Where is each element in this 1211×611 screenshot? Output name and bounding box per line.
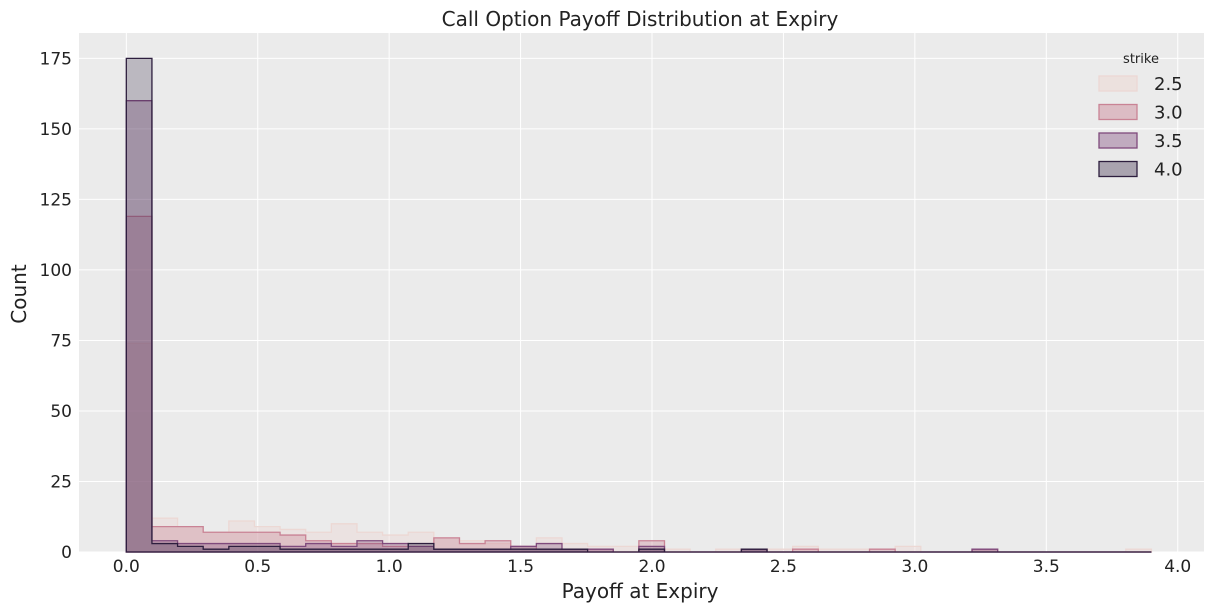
y-tick-label: 50 xyxy=(50,402,72,422)
legend-label-4.0: 4.0 xyxy=(1154,160,1183,181)
legend-swatch-4.0 xyxy=(1098,160,1138,178)
x-tick-label: 3.0 xyxy=(901,557,928,577)
x-tick-label: 2.5 xyxy=(770,557,797,577)
y-tick-label: 0 xyxy=(61,543,72,563)
x-tick-label: 0.0 xyxy=(113,557,140,577)
plot-background xyxy=(79,33,1204,552)
y-tick-label: 25 xyxy=(50,472,72,492)
histogram-bars xyxy=(125,57,1153,553)
legend-label-3.0: 3.0 xyxy=(1154,103,1183,124)
x-tick-label: 4.0 xyxy=(1164,557,1191,577)
y-tick-label: 75 xyxy=(50,331,72,351)
chart-title: Call Option Payoff Distribution at Expir… xyxy=(442,7,839,31)
y-tick-label: 125 xyxy=(40,190,72,210)
legend-swatch-3.0 xyxy=(1098,103,1138,121)
legend-title: strike xyxy=(1123,52,1159,67)
legend-swatch-2.5 xyxy=(1098,75,1138,92)
y-axis-title: Count xyxy=(7,264,31,324)
legend-swatch-3.5 xyxy=(1098,132,1138,149)
legend: strike 2.5 3.0 3.5 4.0 xyxy=(1098,52,1183,181)
x-tick-label: 3.5 xyxy=(1033,557,1060,577)
legend-label-2.5: 2.5 xyxy=(1154,74,1183,95)
x-axis-ticks: 0.0 0.5 1.0 1.5 2.0 2.5 3.0 3.5 4.0 xyxy=(113,557,1191,577)
y-tick-label: 175 xyxy=(40,49,72,69)
x-tick-label: 0.5 xyxy=(244,557,271,577)
histogram-step-outline xyxy=(125,57,1152,553)
x-tick-label: 1.0 xyxy=(376,557,403,577)
legend-label-3.5: 3.5 xyxy=(1154,131,1183,152)
series-4.0 xyxy=(125,57,1152,553)
x-tick-label: 2.0 xyxy=(638,557,665,577)
y-tick-label: 150 xyxy=(40,120,72,140)
y-tick-label: 100 xyxy=(40,261,72,281)
x-tick-label: 1.5 xyxy=(507,557,534,577)
x-axis-title: Payoff at Expiry xyxy=(562,579,719,603)
y-axis-ticks: 0 25 50 75 100 125 150 175 xyxy=(40,49,72,563)
